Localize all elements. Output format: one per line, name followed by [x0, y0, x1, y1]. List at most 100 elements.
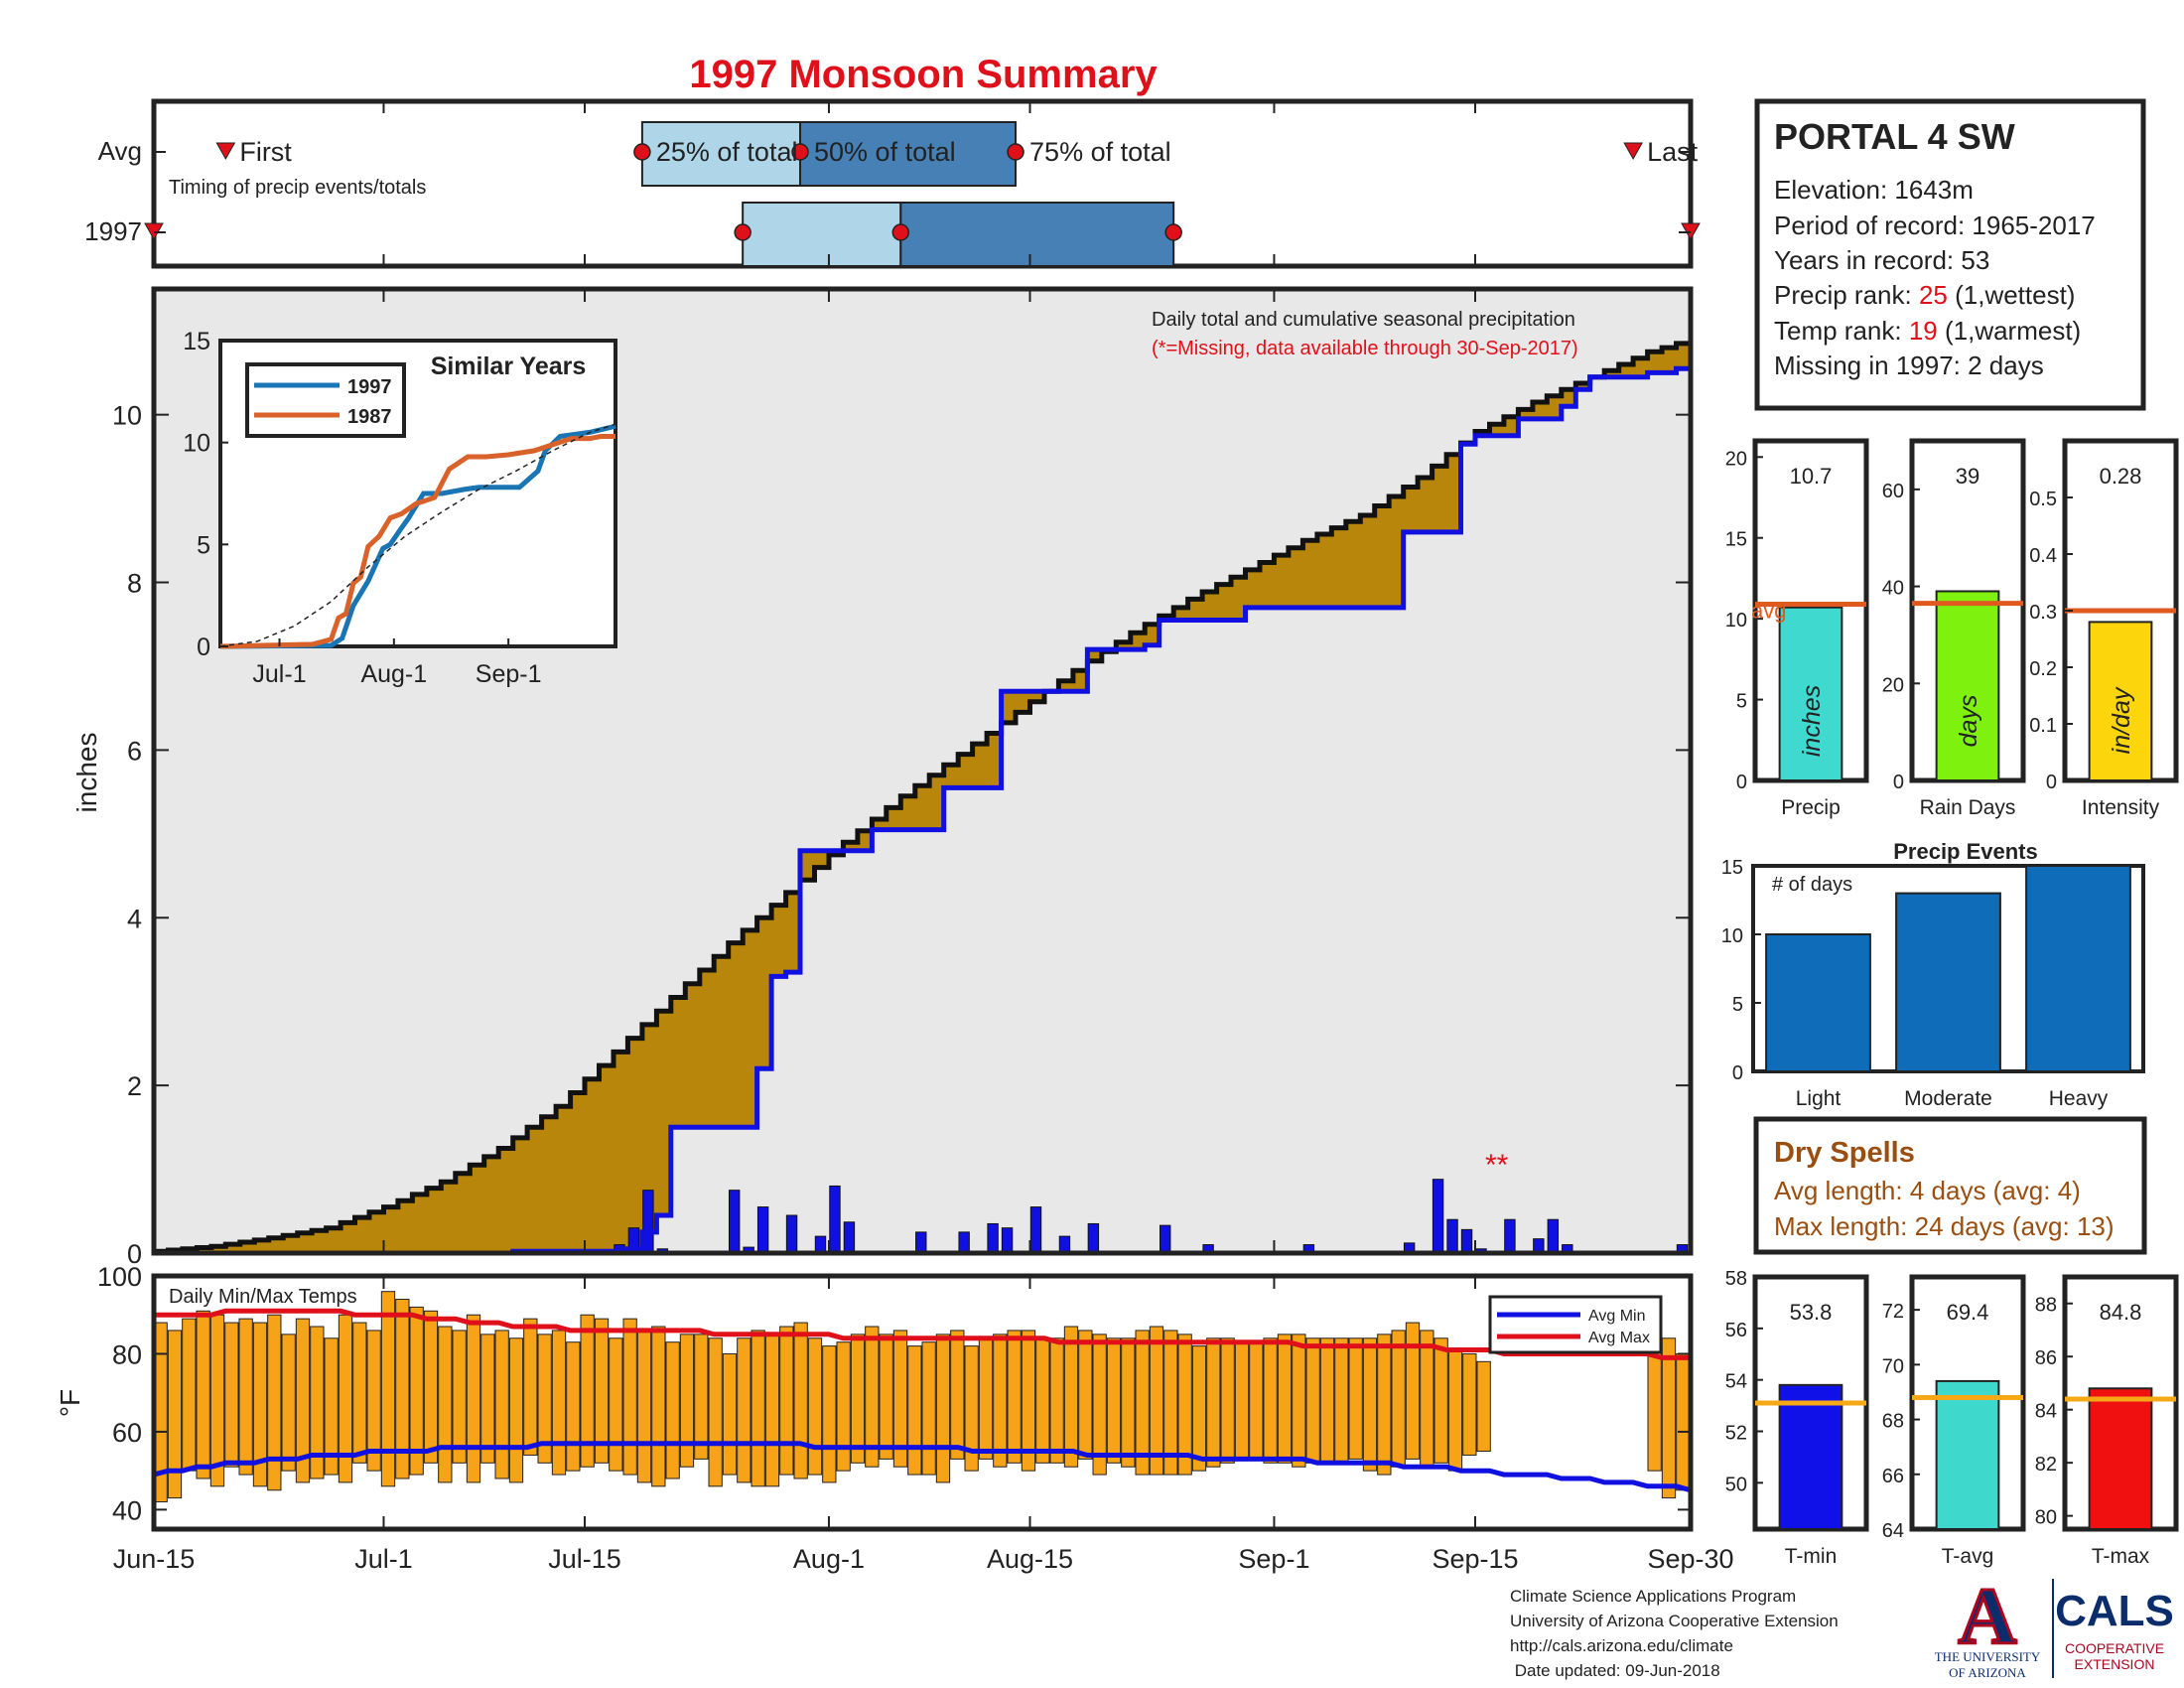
avg-last-marker — [1623, 142, 1643, 161]
cals-wordmark: CALS — [2055, 1587, 2174, 1635]
t-avg-y-tick-label: 70 — [1882, 1355, 1904, 1377]
daily-temp-bar — [380, 1291, 396, 1487]
precip-events-inset-label: # of days — [1772, 874, 1852, 896]
temp-rank-suffix: (1,warmest) — [1938, 316, 2081, 346]
timing-panel: Avg 1997 Timing of precip events/totals … — [84, 98, 1701, 269]
precip-y-tick-label: 20 — [1725, 448, 1747, 470]
similar-years-line-1987 — [219, 434, 615, 649]
cals-logo: CALS COOPERATIVE EXTENSION — [2055, 1587, 2174, 1672]
daily-temp-bar — [1063, 1326, 1079, 1468]
daily-temp-bar — [452, 1330, 467, 1464]
cals-subline-2: EXTENSION — [2075, 1656, 2155, 1672]
avg-q75-label: 75% of total — [1029, 137, 1171, 167]
daily-temp-bar — [1049, 1337, 1064, 1464]
precip-events-x-label: Light — [1796, 1087, 1842, 1110]
daily-temp-bar — [609, 1337, 623, 1472]
rain-days-unit-label: days — [1955, 695, 1982, 748]
footer-line-2: University of Arizona Cooperative Extens… — [1510, 1612, 1839, 1630]
legend-1997-label: 1997 — [347, 376, 392, 398]
daily-temp-bar — [566, 1341, 581, 1472]
inset-y-tick-label: 15 — [183, 328, 210, 355]
inset-x-tick-label: Aug-1 — [360, 660, 427, 688]
daily-temp-bar — [1292, 1334, 1306, 1468]
daily-temp-bar — [836, 1341, 851, 1472]
precip-rank-suffix: (1,wettest) — [1948, 280, 2076, 310]
dry-spells-frame — [1753, 1116, 2147, 1255]
precip-events-bar-heavy — [2025, 865, 2131, 1072]
footer-line-1: Climate Science Applications Program — [1510, 1587, 1796, 1606]
precip-events-bar-light — [1765, 933, 1871, 1072]
daily-temp-bar — [1391, 1330, 1406, 1468]
daily-precip-bar — [1446, 1218, 1458, 1254]
daily-precip-bar — [756, 1206, 769, 1254]
daily-temp-bar — [167, 1330, 183, 1499]
daily-temp-bar — [494, 1330, 509, 1479]
t-max-y-tick-label: 86 — [2035, 1347, 2057, 1369]
precip-panel-title: Daily total and cumulative seasonal prec… — [1152, 309, 1575, 331]
y1997-q25-q50-box — [742, 202, 902, 267]
precip-unit-label: inches — [1798, 685, 1826, 757]
avg-q50-q75-box — [799, 121, 1018, 187]
daily-temp-bar — [1007, 1330, 1022, 1464]
daily-temp-bar — [1092, 1334, 1107, 1476]
daily-temp-bar — [1163, 1330, 1178, 1476]
daily-temp-bar — [1206, 1337, 1221, 1468]
t-max-panel: 84.8 80 82 84 86 88 T-max — [2035, 1274, 2179, 1568]
dry-spells-avg: Avg length: 4 days (avg: 4) — [1774, 1176, 2081, 1205]
intensity-bar — [2088, 621, 2153, 782]
precip-events-panel: Precip Events Light Moderate Heavy 0 5 10 15 #… — [1721, 839, 2145, 1110]
intensity-y-tick-label: 0 — [2046, 772, 2057, 793]
t-min-y-tick-label: 56 — [1725, 1320, 1747, 1341]
daily-precip-bar — [785, 1214, 798, 1254]
daily-precip-bar — [1504, 1218, 1516, 1254]
intensity-y-tick-label: 0.1 — [2029, 715, 2057, 737]
precip-events-bar-moderate — [1895, 892, 2001, 1072]
daily-temp-bar — [892, 1330, 908, 1468]
intensity-unit-label: in/day — [2108, 686, 2135, 754]
temps-y-tick-label: 60 — [112, 1418, 142, 1448]
legend-1987-label: 1987 — [347, 406, 392, 428]
precip-y-tick-label: 10 — [112, 401, 142, 431]
rain-days-value-label: 39 — [1956, 464, 1979, 489]
temps-y-tick-label: 80 — [112, 1339, 142, 1369]
dry-spells-max: Max length: 24 days (avg: 13) — [1774, 1211, 2115, 1241]
precip-events-y-tick-label: 5 — [1732, 994, 1743, 1016]
t-min-bar — [1778, 1383, 1843, 1531]
t-max-y-tick-label: 82 — [2035, 1454, 2057, 1476]
rain-days-panel: 39 0 20 40 60 Rain Days days — [1882, 438, 2026, 819]
seasonal-temps-panels: 53.8 50 52 54 56 58 T-min 69.4 64 66 68 70 72 T-avg 84… — [1725, 1268, 2179, 1568]
precip-rank-value: 25 — [1919, 280, 1948, 310]
t-max-y-tick-label: 88 — [2035, 1295, 2057, 1317]
footer-line-4: Date updated: 09-Jun-2018 — [1510, 1661, 1720, 1680]
t-avg-y-tick-label: 64 — [1882, 1520, 1904, 1542]
daily-temp-bar — [679, 1334, 695, 1468]
station-info-frame — [1754, 98, 2146, 411]
timing-row-1997: 1997 — [84, 216, 142, 246]
daily-temp-bar — [438, 1326, 453, 1483]
daily-temp-bar — [1348, 1337, 1363, 1460]
avg-q75-marker — [1007, 143, 1024, 161]
daily-temp-bar — [366, 1330, 381, 1472]
precip-y-tick-label: 0 — [1736, 772, 1747, 793]
daily-temp-bar — [409, 1306, 424, 1476]
intensity-y-tick-label: 0.2 — [2029, 658, 2057, 680]
daily-temp-bar — [224, 1322, 239, 1468]
legend-avg-max-label: Avg Max — [1588, 1330, 1650, 1346]
daily-precip-bar — [843, 1221, 856, 1254]
daily-temp-bar — [779, 1326, 794, 1476]
date-axis-label: Aug-1 — [793, 1544, 865, 1574]
daily-temp-bar — [182, 1318, 197, 1472]
daily-temp-bar — [737, 1337, 751, 1483]
precip-events-y-tick-label: 0 — [1732, 1062, 1743, 1084]
daily-temp-bar — [865, 1326, 880, 1468]
daily-temp-bar — [978, 1337, 994, 1460]
temps-panel-title: Daily Min/Max Temps — [169, 1286, 357, 1308]
precip-events-title: Precip Events — [1893, 839, 2038, 864]
daily-temp-bar — [1476, 1360, 1491, 1453]
daily-temp-bar — [423, 1310, 439, 1464]
daily-temp-bar — [636, 1330, 652, 1483]
daily-precip-bar — [915, 1231, 927, 1254]
date-axis-label: Sep-30 — [1647, 1544, 1733, 1574]
daily-temp-bar — [310, 1326, 325, 1479]
